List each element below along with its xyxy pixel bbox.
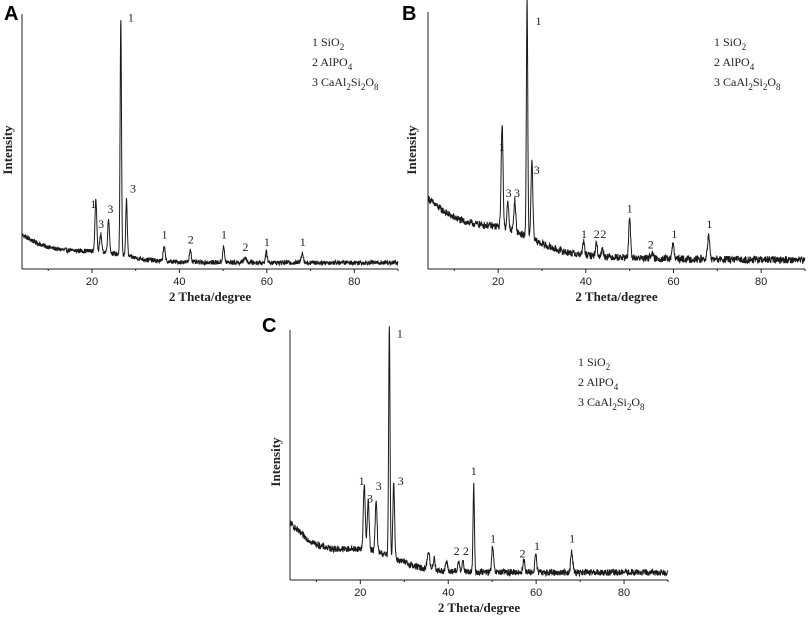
x-tick-label: 60 bbox=[530, 587, 542, 599]
peak-label: 2 bbox=[188, 233, 194, 247]
x-axis-title: 2 Theta/degree bbox=[438, 600, 520, 615]
peak-label: 1 bbox=[471, 464, 477, 478]
legend-entry: 2 AlPO4 bbox=[312, 55, 353, 72]
x-tick-label: 20 bbox=[492, 276, 504, 288]
peak-label: 1 bbox=[490, 532, 496, 546]
x-tick-label: 40 bbox=[442, 587, 454, 599]
x-tick-label: 60 bbox=[261, 276, 273, 288]
peak-label: 1 bbox=[627, 201, 633, 215]
peak-label: 3 bbox=[130, 182, 136, 196]
peak-label: 2 bbox=[600, 227, 606, 241]
peak-label: 1 bbox=[397, 327, 403, 341]
peak-label: 1 bbox=[359, 474, 365, 488]
x-tick-label: 60 bbox=[667, 276, 679, 288]
y-axis-title: Intensity bbox=[0, 125, 15, 175]
legend-entry: 1 SiO2 bbox=[714, 35, 746, 52]
peak-label: 1 bbox=[581, 227, 587, 241]
legend-entry: 2 AlPO4 bbox=[714, 55, 755, 72]
legend: 1 SiO2 2 AlPO4 3 CaAl2Si2O8 bbox=[578, 355, 645, 412]
panel-letter: A bbox=[4, 3, 18, 25]
legend: 1 SiO2 2 AlPO4 3 CaAl2Si2O8 bbox=[312, 35, 379, 92]
x-tick-label: 80 bbox=[755, 276, 767, 288]
peak-label: 2 bbox=[594, 227, 600, 241]
x-tick-label: 40 bbox=[173, 276, 185, 288]
peak-label: 3 bbox=[534, 163, 540, 177]
peak-label: 2 bbox=[454, 544, 460, 558]
peak-label: 3 bbox=[398, 474, 404, 488]
x-tick-label: 40 bbox=[580, 276, 592, 288]
legend-entry: 3 CaAl2Si2O8 bbox=[578, 395, 645, 412]
y-axis-title: Intensity bbox=[404, 125, 419, 175]
peak-label: 1 bbox=[706, 217, 712, 231]
peak-label: 3 bbox=[107, 202, 113, 216]
x-tick-label: 20 bbox=[86, 276, 98, 288]
legend-entry: 2 AlPO4 bbox=[578, 375, 619, 392]
peak-label: 3 bbox=[506, 186, 512, 200]
x-axis-title: 2 Theta/degree bbox=[169, 289, 251, 304]
peak-label: 1 bbox=[300, 235, 306, 249]
xrd-pattern-line bbox=[21, 20, 399, 267]
peak-label: 1 bbox=[534, 539, 540, 553]
legend-entry: 3 CaAl2Si2O8 bbox=[312, 75, 379, 92]
peak-label: 2 bbox=[648, 237, 654, 251]
xrd-pattern-line bbox=[289, 326, 669, 578]
x-tick-label: 80 bbox=[618, 587, 630, 599]
peak-label: 3 bbox=[98, 217, 104, 231]
x-tick-label: 20 bbox=[354, 587, 366, 599]
peak-label: 1 bbox=[264, 235, 270, 249]
panel-letter: C bbox=[262, 315, 276, 337]
peak-label: 2 bbox=[242, 240, 248, 254]
legend-entry: 1 SiO2 bbox=[312, 35, 344, 52]
xrd-pattern-line bbox=[427, 0, 806, 265]
peak-label: 1 bbox=[499, 140, 505, 154]
x-axis-title: 2 Theta/degree bbox=[575, 289, 657, 304]
peak-label: 2 bbox=[520, 547, 526, 561]
peak-label: 1 bbox=[569, 532, 575, 546]
legend-entry: 3 CaAl2Si2O8 bbox=[714, 75, 781, 92]
x-tick-label: 80 bbox=[348, 276, 360, 288]
peak-label: 3 bbox=[376, 479, 382, 493]
legend: 1 SiO2 2 AlPO4 3 CaAl2Si2O8 bbox=[714, 35, 781, 92]
y-axis-title: Intensity bbox=[268, 437, 283, 487]
peak-label: 1 bbox=[128, 11, 134, 25]
peak-label: 1 bbox=[535, 14, 541, 28]
peak-label: 2 bbox=[463, 544, 469, 558]
peak-label: 3 bbox=[367, 492, 373, 506]
peak-label: 1 bbox=[221, 227, 227, 241]
peak-label: 1 bbox=[671, 227, 677, 241]
panel-letter: B bbox=[402, 3, 416, 25]
legend-entry: 1 SiO2 bbox=[578, 355, 610, 372]
peak-label: 1 bbox=[90, 197, 96, 211]
peak-label: 1 bbox=[162, 227, 168, 241]
peak-label: 3 bbox=[514, 186, 520, 200]
